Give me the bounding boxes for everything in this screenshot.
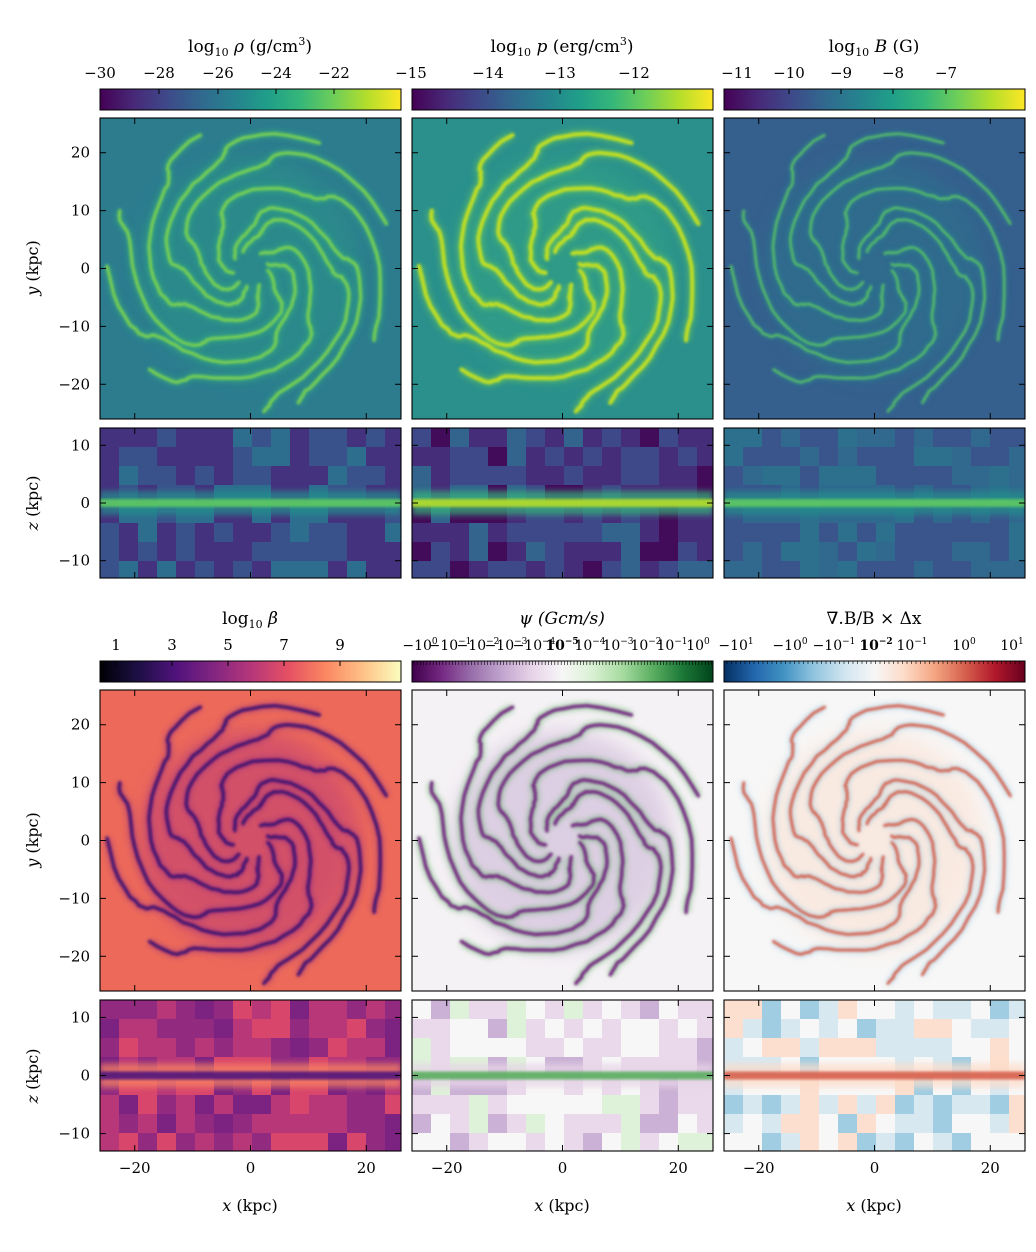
x-tick-label: 20 — [357, 1159, 376, 1177]
panel-psi-edge-on — [412, 1000, 713, 1151]
panel-divb-face-on — [724, 690, 1025, 991]
x-tick-label: 0 — [870, 1159, 880, 1177]
colorbar-title-pressure: log10 p (erg/cm3) — [491, 35, 634, 59]
y-tick-label: 0 — [80, 260, 90, 278]
cb-beta-tick: 7 — [279, 636, 289, 654]
panel-beta-face-on — [100, 690, 401, 991]
cb-density-tick: −24 — [260, 64, 292, 82]
cb-bfield-tick: −8 — [882, 64, 904, 82]
y-tick-label: 0 — [80, 832, 90, 850]
cb-psi-tick: −100 — [402, 637, 438, 654]
panel-density-face-on — [100, 118, 401, 419]
xlabel-col3: x (kpc) — [846, 1196, 902, 1215]
y-tick-label: −10 — [58, 889, 90, 907]
cb-divb-tick: 101 — [1000, 637, 1024, 654]
panel-density-edge-on — [100, 428, 401, 578]
cb-psi-tick: 10−5 — [545, 637, 578, 654]
colorbar-beta — [99, 660, 402, 683]
cb-divb-tick: 100 — [952, 637, 976, 654]
cb-psi-tick: −10−2 — [457, 637, 500, 654]
y-tick-label: −10 — [58, 317, 90, 335]
cb-psi-tick: 10−4 — [574, 637, 605, 654]
colorbar-bfield — [723, 88, 1026, 111]
ylabel-z-row2: z (kpc) — [23, 1049, 42, 1105]
cb-psi-tick: −10−4 — [513, 637, 556, 654]
panel-bfield-edge-on — [724, 428, 1025, 578]
y-tick-label: −10 — [58, 552, 90, 570]
cb-psi-tick: −10−1 — [429, 637, 472, 654]
cb-psi-tick: −10−3 — [485, 637, 528, 654]
panel-psi-face-on — [412, 690, 713, 991]
cb-beta-tick: 3 — [167, 636, 177, 654]
y-tick-label: 20 — [71, 144, 90, 162]
colorbar-title-bfield: log10 B (G) — [829, 37, 920, 59]
cb-divb-tick: 10−1 — [896, 637, 927, 654]
cb-density-tick: −30 — [84, 64, 116, 82]
x-tick-label: −20 — [743, 1159, 775, 1177]
cb-divb-tick: −100 — [772, 637, 808, 654]
x-tick-label: 20 — [669, 1159, 688, 1177]
x-tick-label: −20 — [119, 1159, 151, 1177]
colorbar-title-psi: ψ (Gcm/s) — [519, 609, 605, 629]
cb-divb-tick: −101 — [718, 637, 753, 654]
cb-bfield-tick: −10 — [773, 64, 805, 82]
colorbar-divb — [723, 660, 1026, 683]
y-tick-label: 10 — [71, 436, 90, 454]
cb-pressure-tick: −12 — [618, 64, 650, 82]
y-tick-label: 0 — [80, 1067, 90, 1085]
ylabel-y-row2: y (kpc) — [23, 812, 42, 869]
cb-psi-tick: 10−1 — [656, 637, 687, 654]
cb-divb-tick: −10−1 — [813, 637, 856, 654]
y-tick-label: −10 — [58, 1125, 90, 1143]
y-tick-label: 0 — [80, 494, 90, 512]
panel-divb-edge-on — [724, 1000, 1025, 1151]
y-tick-label: 10 — [71, 1008, 90, 1026]
cb-psi-tick: 100 — [686, 637, 710, 654]
panel-beta-edge-on — [100, 1000, 401, 1151]
colorbar-title-divb: ∇.B/B × Δx — [827, 609, 922, 629]
panel-bfield-face-on — [724, 118, 1025, 419]
xlabel-col2: x (kpc) — [534, 1196, 590, 1215]
colorbar-pressure — [411, 88, 714, 111]
colorbar-psi — [411, 660, 714, 683]
cb-density-tick: −28 — [143, 64, 175, 82]
x-tick-label: 20 — [981, 1159, 1000, 1177]
cb-divb-tick: 10−2 — [859, 637, 892, 654]
ylabel-y-row1: y (kpc) — [23, 240, 42, 297]
cb-pressure-tick: −13 — [544, 64, 576, 82]
cb-bfield-tick: −7 — [935, 64, 957, 82]
y-tick-label: −20 — [58, 947, 90, 965]
cb-density-tick: −22 — [318, 64, 350, 82]
x-tick-label: 0 — [246, 1159, 256, 1177]
cb-bfield-tick: −11 — [721, 64, 753, 82]
x-tick-label: −20 — [431, 1159, 463, 1177]
cb-beta-tick: 1 — [111, 636, 121, 654]
panel-pressure-face-on — [412, 118, 713, 419]
colorbar-minor-ticks — [115, 89, 1020, 666]
cb-density-tick: −15 — [395, 64, 427, 82]
panel-pressure-edge-on — [412, 428, 713, 578]
cb-pressure-tick: −14 — [472, 64, 504, 82]
cb-psi-tick: 10−3 — [602, 637, 633, 654]
y-tick-label: −20 — [58, 375, 90, 393]
cb-beta-tick: 5 — [223, 636, 233, 654]
y-tick-label: 10 — [71, 774, 90, 792]
cb-beta-tick: 9 — [335, 636, 345, 654]
colorbar-density — [99, 88, 402, 111]
ylabel-z-row1: z (kpc) — [23, 476, 42, 532]
y-tick-label: 10 — [71, 202, 90, 220]
colorbar-title-beta: log10 β — [222, 609, 278, 631]
colorbar-title-density: log10 ρ (g/cm3) — [188, 35, 312, 59]
cb-density-tick: −26 — [202, 64, 234, 82]
xlabel-col1: x (kpc) — [222, 1196, 278, 1215]
x-tick-label: 0 — [558, 1159, 568, 1177]
cb-bfield-tick: −9 — [830, 64, 852, 82]
y-tick-label: 20 — [71, 716, 90, 734]
cb-psi-tick: 10−2 — [630, 637, 661, 654]
